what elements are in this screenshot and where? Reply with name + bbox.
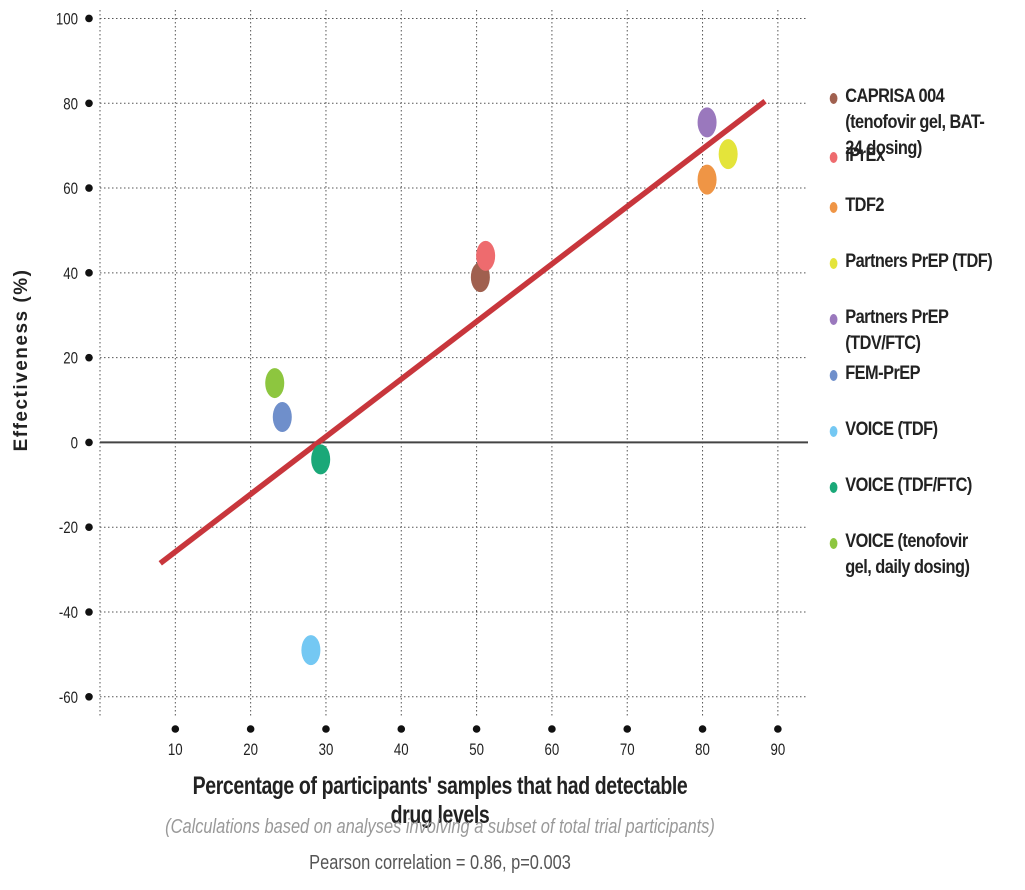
x-tick-label: 20 xyxy=(243,741,258,760)
legend-marker xyxy=(829,93,838,104)
legend-label: iPrEx xyxy=(845,145,885,166)
legend-marker xyxy=(829,152,838,163)
y-tick-dot xyxy=(85,693,93,701)
x-tick-label: 30 xyxy=(319,741,334,760)
legend-label: Partners PrEP (TDV/FTC) xyxy=(845,307,949,354)
trendline xyxy=(158,98,767,566)
y-axis-title: Effectiveness (%) xyxy=(11,268,32,452)
y-tick-dot xyxy=(85,438,93,447)
y-tick-label: -40 xyxy=(59,604,78,623)
y-tick-dot xyxy=(85,269,93,277)
y-tick-dot xyxy=(85,608,93,616)
x-tick-label: 50 xyxy=(469,741,484,760)
data-point xyxy=(265,368,285,399)
y-tick-label: 80 xyxy=(63,95,78,114)
legend-label: VOICE (TDF) xyxy=(845,419,938,440)
x-tick-label: 80 xyxy=(695,741,710,760)
x-tick-dot xyxy=(472,725,481,733)
legend-label: CAPRISA 004 (tenofovir gel, BAT-24 dosin… xyxy=(845,86,985,159)
data-point xyxy=(311,444,331,475)
y-tick-label: 20 xyxy=(63,349,78,368)
legend-marker xyxy=(829,370,838,381)
x-tick-dot xyxy=(774,725,782,733)
legend-label: TDF2 xyxy=(845,195,884,216)
y-tick-dot xyxy=(85,184,93,192)
y-tick-dot xyxy=(85,523,93,532)
data-point xyxy=(697,107,717,138)
y-tick-label: 100 xyxy=(56,10,78,29)
legend-item: iPrEx xyxy=(828,143,996,193)
x-tick-dot xyxy=(623,725,632,733)
data-point xyxy=(272,401,292,432)
legend-item: FEM-PrEP xyxy=(828,361,996,417)
legend-label: Partners PrEP (TDF) xyxy=(845,251,993,272)
y-tick-label: 0 xyxy=(71,434,78,453)
x-tick-label: 90 xyxy=(770,741,785,760)
x-tick-dot xyxy=(246,725,255,733)
x-axis-title: Percentage of participants' samples that… xyxy=(192,772,688,829)
x-tick-label: 10 xyxy=(168,741,183,760)
x-tick-label: 60 xyxy=(545,741,560,760)
footnote: (Calculations based on analyses involvin… xyxy=(165,816,715,838)
x-tick-dot xyxy=(322,725,330,733)
legend-item: Partners PrEP (TDF) xyxy=(828,249,996,305)
x-tick-dot xyxy=(397,725,406,733)
legend-item: VOICE (TDF) xyxy=(828,417,996,473)
data-point xyxy=(697,164,717,195)
x-tick-dot xyxy=(171,725,180,733)
legend-item: VOICE (tenofovir gel, daily dosing) xyxy=(828,529,996,581)
legend-marker xyxy=(829,538,838,549)
legend-item: VOICE (TDF/FTC) xyxy=(828,473,996,529)
legend-marker xyxy=(829,314,838,325)
y-tick-dot xyxy=(85,99,93,108)
y-tick-label: -20 xyxy=(59,519,78,538)
data-point xyxy=(476,240,496,271)
legend-marker xyxy=(829,258,838,269)
legend: CAPRISA 004 (tenofovir gel, BAT-24 dosin… xyxy=(828,84,1023,581)
x-tick-dot xyxy=(698,725,707,733)
data-point xyxy=(718,139,738,170)
x-tick-label: 70 xyxy=(620,741,635,760)
legend-marker xyxy=(829,482,838,493)
x-tick-label: 40 xyxy=(394,741,409,760)
legend-item: Partners PrEP (TDV/FTC) xyxy=(828,305,996,361)
legend-marker xyxy=(829,426,838,437)
data-point xyxy=(301,635,321,666)
y-tick-label: -60 xyxy=(59,688,78,707)
y-tick-label: 60 xyxy=(63,180,78,199)
legend-label: VOICE (TDF/FTC) xyxy=(845,475,972,496)
y-tick-dot xyxy=(85,353,93,362)
legend-label: VOICE (tenofovir gel, daily dosing) xyxy=(845,531,970,578)
y-tick-dot xyxy=(85,14,93,23)
correlation-stat: Pearson correlation = 0.86, p=0.003 xyxy=(309,852,571,874)
x-tick-dot xyxy=(548,725,556,733)
legend-label: FEM-PrEP xyxy=(845,363,921,384)
y-tick-label: 40 xyxy=(63,264,78,283)
legend-item: TDF2 xyxy=(828,193,996,249)
legend-marker xyxy=(829,202,838,213)
legend-item: CAPRISA 004 (tenofovir gel, BAT-24 dosin… xyxy=(828,84,996,159)
